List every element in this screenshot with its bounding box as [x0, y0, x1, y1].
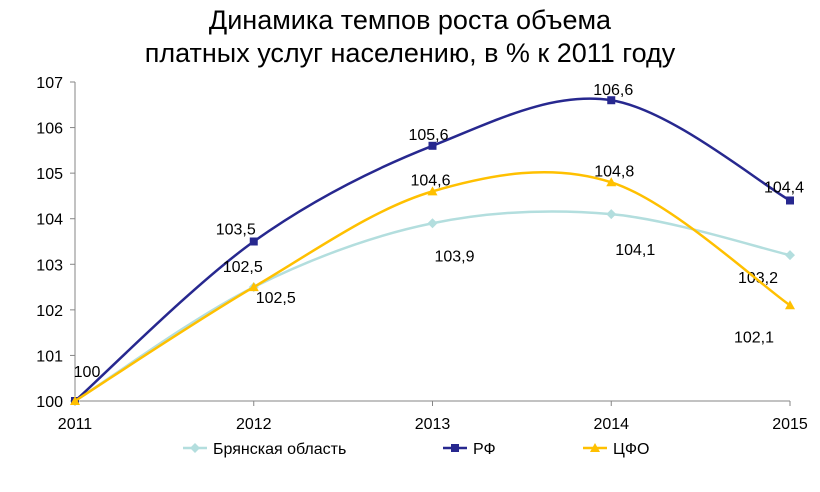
data-point: [70, 396, 80, 405]
data-point: [249, 237, 258, 246]
data-point: [786, 196, 794, 205]
data-label: 104,8: [594, 163, 634, 180]
y-tick-label: 103: [36, 257, 63, 274]
data-label: 102,5: [256, 290, 296, 307]
legend-marker: [190, 443, 200, 453]
chart-title-line-2: платных услуг населению, в % к 2011 году: [144, 38, 676, 68]
data-label: 104,4: [764, 179, 804, 196]
data-point: [248, 282, 259, 292]
legend-label: РФ: [473, 441, 496, 458]
data-point: [785, 250, 795, 261]
data-point: [606, 177, 617, 187]
x-tick-label: 2011: [58, 416, 93, 433]
legend-label: ЦФО: [613, 441, 649, 458]
legend-label: Брянская область: [213, 441, 346, 458]
series-line-0: [74, 210, 791, 403]
y-tick-label: 101: [36, 348, 63, 365]
data-point: [427, 218, 438, 229]
x-tick-label: 2012: [236, 416, 272, 433]
data-label: 105,6: [408, 127, 448, 144]
data-label: 106,6: [593, 82, 633, 99]
x-tick-label: 2013: [415, 416, 451, 433]
data-label: 103,5: [216, 222, 256, 239]
x-tick-label: 2014: [593, 416, 629, 433]
x-tick-label: 2015: [772, 416, 808, 433]
data-label: 103,9: [434, 248, 474, 265]
y-tick-label: 100: [36, 394, 63, 411]
legend-marker: [451, 444, 459, 452]
data-point: [427, 186, 438, 196]
data-point: [607, 96, 616, 105]
data-label: 100: [74, 364, 101, 381]
legend-marker: [590, 443, 600, 452]
y-tick-label: 107: [36, 75, 63, 92]
data-point: [606, 209, 617, 220]
data-label: 104,6: [410, 172, 450, 189]
data-label: 104,1: [615, 242, 655, 259]
y-tick-label: 105: [36, 166, 63, 183]
y-tick-label: 106: [36, 121, 63, 138]
data-label: 102,5: [223, 259, 263, 276]
y-tick-label: 102: [36, 303, 63, 320]
data-point: [428, 141, 437, 150]
data-point: [785, 300, 795, 310]
data-label: 102,1: [734, 329, 774, 346]
series-line-2: [74, 170, 791, 403]
chart-title-line-1: Динамика темпов роста объема: [208, 5, 612, 35]
y-tick-label: 104: [36, 212, 63, 229]
